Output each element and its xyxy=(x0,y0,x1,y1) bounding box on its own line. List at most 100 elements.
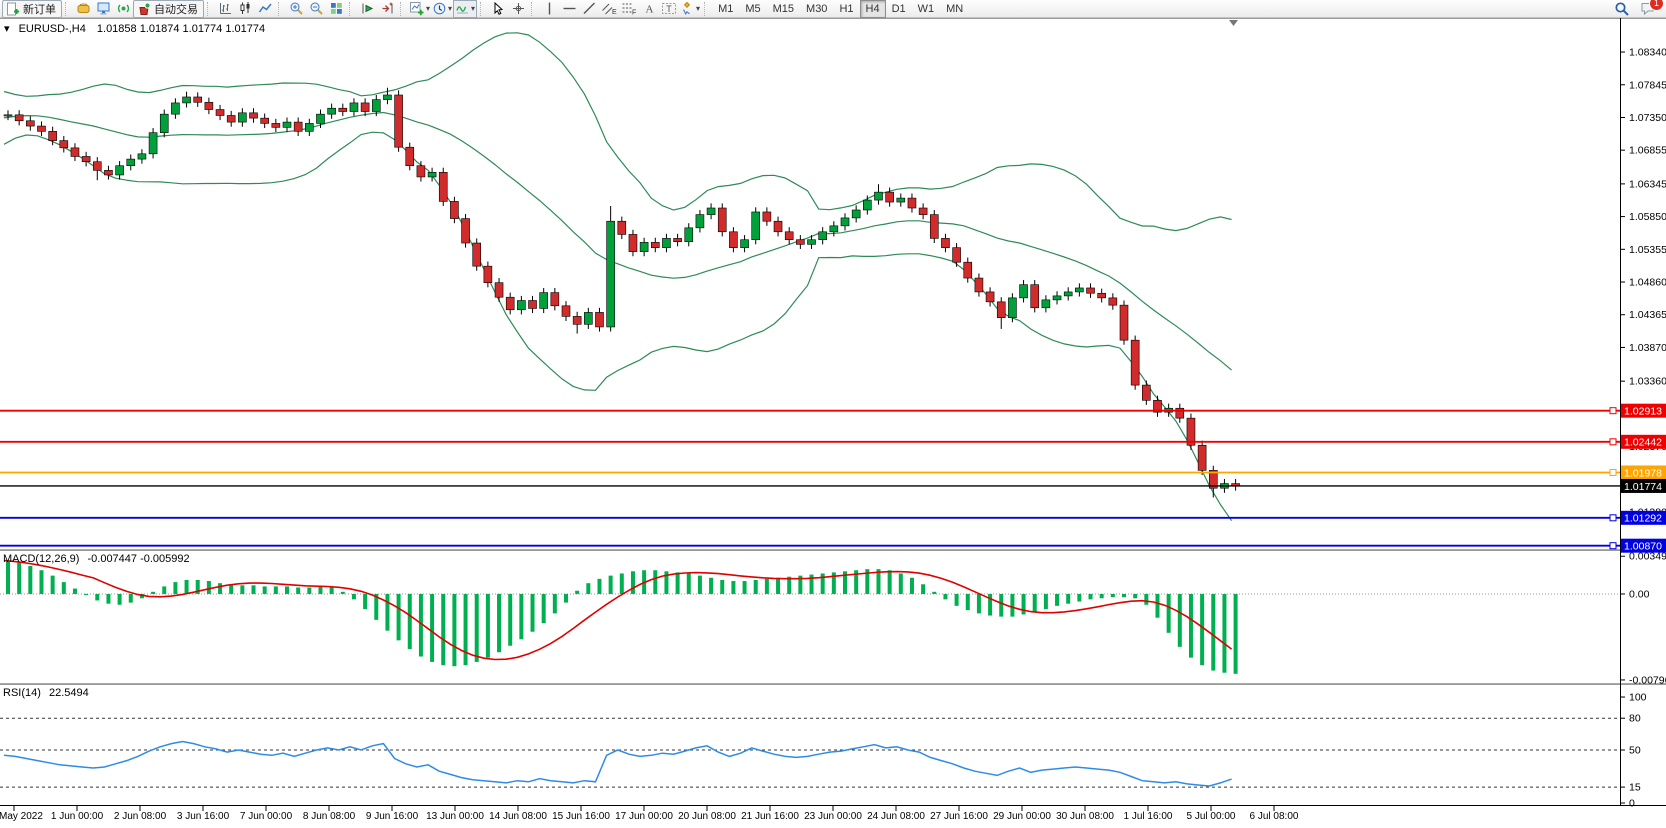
candle-body xyxy=(1197,444,1207,471)
bollinger-middle-band[interactable] xyxy=(3,111,1232,371)
candle-body xyxy=(316,113,325,124)
candle-body xyxy=(3,114,13,117)
new-chart-icon[interactable]: ▾ xyxy=(408,1,431,17)
macd-histogram-bar xyxy=(195,579,200,594)
macd-histogram-bar xyxy=(1233,593,1238,674)
search-icon[interactable] xyxy=(1612,1,1632,17)
auto-trading-button[interactable]: 自动交易 xyxy=(133,0,204,18)
text-icon[interactable]: A xyxy=(639,1,659,17)
macd-histogram-bar xyxy=(865,569,870,594)
candle-body xyxy=(260,117,269,124)
macd-histogram-bar xyxy=(430,593,435,662)
macd-histogram-bar xyxy=(921,584,926,594)
candle-body xyxy=(338,107,348,112)
macd-histogram-bar xyxy=(318,586,323,594)
candle-body xyxy=(851,209,861,219)
candle-body xyxy=(92,161,102,171)
level-handle[interactable] xyxy=(1609,514,1617,522)
fibonacci-icon[interactable]: F xyxy=(619,1,639,17)
signal-icon[interactable] xyxy=(113,1,133,17)
trendline-icon[interactable] xyxy=(579,1,599,17)
candle-body xyxy=(818,231,827,241)
macd-histogram-bar xyxy=(1043,593,1048,610)
bar-chart-icon[interactable] xyxy=(215,1,235,17)
chart-shift-marker-icon[interactable] xyxy=(1229,20,1238,26)
macd-histogram-bar xyxy=(17,562,22,594)
chart-profiles-icon[interactable]: ▾ xyxy=(431,1,453,17)
macd-histogram-bar xyxy=(1088,593,1093,600)
timeframe-button-MN[interactable]: MN xyxy=(946,2,964,15)
price-level-chip-label: 1.02442 xyxy=(1624,437,1662,449)
candle-body xyxy=(662,238,671,248)
price-tick-label: 1.06345 xyxy=(1629,178,1666,190)
timeframe-button-D1[interactable]: D1 xyxy=(891,2,906,15)
level-handle[interactable] xyxy=(1609,438,1617,446)
macd-histogram-bar xyxy=(1188,593,1193,658)
candle-body xyxy=(159,113,169,133)
candle-body xyxy=(684,227,694,243)
timeframe-button-H4[interactable]: H4 xyxy=(859,0,886,18)
new-order-button[interactable]: 新订单 xyxy=(2,0,62,18)
terminal-icon[interactable] xyxy=(93,1,113,17)
auto-scroll-icon[interactable] xyxy=(357,1,377,17)
macd-histogram-bar xyxy=(697,575,702,594)
candle-body xyxy=(1008,297,1017,319)
level-handle[interactable] xyxy=(1609,542,1617,550)
zoom-in-icon[interactable] xyxy=(286,1,306,17)
tile-windows-icon[interactable] xyxy=(326,1,346,17)
arrows-shapes-icon[interactable]: ▾ xyxy=(679,1,701,17)
candle-body xyxy=(996,301,1006,319)
line-chart-icon[interactable] xyxy=(255,1,275,17)
zoom-out-icon[interactable] xyxy=(306,1,326,17)
rsi-tick-label: 80 xyxy=(1629,713,1641,725)
macd-histogram-bar xyxy=(787,576,792,594)
level-handle[interactable] xyxy=(1609,468,1617,476)
horizontal-line-icon[interactable] xyxy=(559,1,579,17)
svg-text:A: A xyxy=(645,4,653,16)
price-level-chip-label: 1.01978 xyxy=(1624,467,1662,479)
rsi-tick-label: 100 xyxy=(1629,692,1647,704)
timeframe-bar: M1 M5 M15 M30 H1 H4 D1 W1 MN xyxy=(712,0,969,18)
collapse-arrow-icon[interactable]: ▾ xyxy=(4,23,10,35)
macd-histogram-bar xyxy=(385,593,390,631)
macd-histogram-bar xyxy=(653,570,658,594)
candle-body xyxy=(1142,384,1151,401)
timeframe-button-W1[interactable]: W1 xyxy=(917,2,935,15)
indicators-icon[interactable]: ▾ xyxy=(453,0,478,18)
timeframe-button-M5[interactable]: M5 xyxy=(745,2,761,15)
price-tick-label: 1.07350 xyxy=(1629,112,1666,124)
timeframe-button-M30[interactable]: M30 xyxy=(806,2,828,15)
rsi-tick-label: 15 xyxy=(1629,782,1641,794)
price-level-chip xyxy=(1621,434,1666,449)
candle-body xyxy=(1019,284,1028,299)
market-watch-icon[interactable] xyxy=(73,1,93,17)
equidistant-channel-icon[interactable]: E xyxy=(599,1,619,17)
candle-body xyxy=(238,112,247,123)
macd-values: -0.007447 -0.005992 xyxy=(87,553,190,565)
crosshair-icon[interactable] xyxy=(508,1,528,17)
macd-histogram-bar xyxy=(95,593,100,601)
macd-histogram-bar xyxy=(530,593,535,632)
macd-histogram-bar xyxy=(887,570,892,594)
time-tick-label: 13 Jun 00:00 xyxy=(426,811,484,822)
notifications-icon[interactable]: 1 xyxy=(1638,0,1664,17)
timeframe-button-M15[interactable]: M15 xyxy=(772,2,795,15)
candlestick-chart-icon[interactable] xyxy=(235,1,255,17)
text-label-icon[interactable]: T xyxy=(659,1,679,17)
macd-histogram-bar xyxy=(363,593,368,610)
bollinger-lower-band[interactable] xyxy=(3,131,1233,522)
rsi-tick-label: 50 xyxy=(1629,745,1641,757)
level-handle[interactable] xyxy=(1609,407,1617,415)
vertical-line-icon[interactable] xyxy=(539,1,559,17)
price-tick-label: 1.03360 xyxy=(1629,376,1666,388)
cursor-icon[interactable] xyxy=(488,1,508,17)
macd-histogram-bar xyxy=(686,573,691,594)
timeframe-button-H1[interactable]: H1 xyxy=(839,2,854,15)
candle-body xyxy=(59,140,69,149)
timeframe-button-M1[interactable]: M1 xyxy=(718,2,734,15)
candle-body xyxy=(48,131,57,141)
bollinger-upper-band[interactable] xyxy=(3,32,1232,232)
chart-shift-icon[interactable] xyxy=(377,1,397,17)
macd-histogram-bar xyxy=(441,593,446,666)
